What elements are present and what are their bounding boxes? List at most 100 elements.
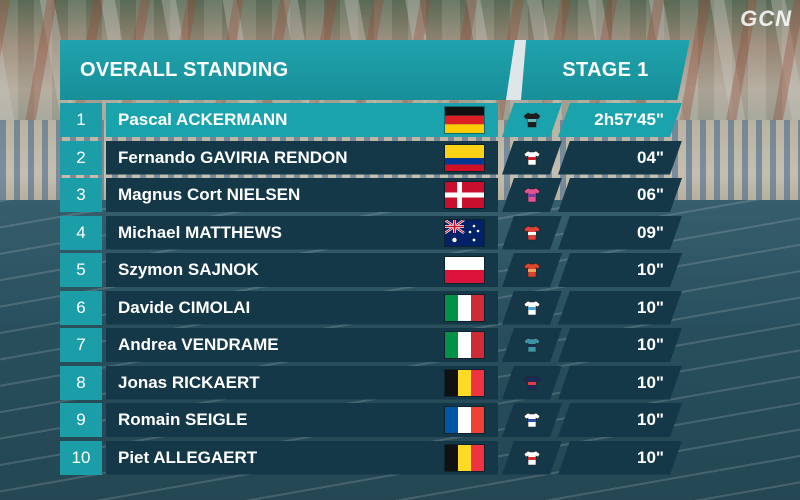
germany-flag-icon bbox=[445, 107, 484, 133]
team-jersey-cell bbox=[502, 141, 562, 175]
standings-row: 3 Magnus Cort NIELSEN EF1 06" bbox=[60, 178, 682, 212]
standings-row: 10 Piet ALLEGAERT COF 10" bbox=[60, 440, 682, 475]
jersey-icon bbox=[523, 450, 541, 466]
header-stage-bar: STAGE 1 bbox=[521, 40, 690, 100]
rider-cell: Michael MATTHEWS bbox=[106, 215, 498, 250]
rank-number: 10 bbox=[71, 447, 91, 467]
rider-cell: Andrea VENDRAME ALM bbox=[106, 328, 498, 362]
rider-name: Magnus Cort NIELSEN bbox=[118, 185, 301, 204]
time-cell: 10" bbox=[558, 366, 682, 400]
belgium-flag-icon bbox=[445, 369, 484, 396]
standings-row: 9 Romain SEIGLE GFC 10" bbox=[60, 403, 682, 437]
standings-row: 1 Pascal ACKERMANN BOH 2h57'45" bbox=[60, 103, 682, 137]
rider-name: Fernando GAVIRIA RENDON bbox=[118, 147, 348, 167]
time-cell: 10" bbox=[558, 253, 682, 287]
rank-cell: 9 bbox=[60, 403, 102, 437]
jersey-icon bbox=[523, 337, 541, 353]
rank-cell: 6 bbox=[60, 290, 102, 325]
time-gap: 10" bbox=[637, 260, 664, 279]
rider-name: Piet ALLEGAERT bbox=[118, 447, 258, 467]
standings-header: OVERALL STANDING STAGE 1 bbox=[60, 40, 690, 100]
header-title-bar: OVERALL STANDING bbox=[60, 40, 515, 100]
rank-cell: 8 bbox=[60, 365, 102, 400]
team-jersey-cell bbox=[502, 366, 562, 400]
standings-row: 6 Davide CIMOLAI ISN 10" bbox=[60, 290, 682, 325]
rank-cell: 7 bbox=[60, 328, 102, 362]
jersey-icon bbox=[523, 187, 541, 203]
jersey-icon bbox=[523, 150, 541, 166]
standings-row: 2 Fernando GAVIRIA RENDON UAD 04" bbox=[60, 140, 682, 175]
rider-cell: Fernando GAVIRIA RENDON UAD bbox=[106, 140, 498, 175]
time-cell: 06" bbox=[558, 178, 682, 212]
rider-name: Andrea VENDRAME bbox=[118, 335, 279, 354]
time-gap: 09" bbox=[637, 222, 664, 242]
rider-name: Romain SEIGLE bbox=[118, 410, 248, 429]
jersey-icon bbox=[523, 262, 541, 278]
rank-number: 6 bbox=[76, 297, 86, 317]
jersey-icon bbox=[523, 375, 541, 391]
time-cell: 2h57'45" bbox=[558, 103, 682, 137]
time-gap: 10" bbox=[637, 410, 664, 429]
jersey-icon bbox=[523, 412, 541, 428]
rider-cell: Magnus Cort NIELSEN EF1 bbox=[106, 178, 498, 212]
rider-cell: Davide CIMOLAI ISN bbox=[106, 290, 498, 325]
jersey-icon bbox=[523, 112, 541, 128]
team-jersey-cell bbox=[502, 291, 562, 325]
time-gap: 10" bbox=[637, 447, 664, 467]
team-jersey-cell bbox=[502, 253, 562, 287]
rank-cell: 3 bbox=[60, 178, 102, 212]
team-jersey-cell bbox=[502, 441, 562, 475]
france-flag-icon bbox=[445, 407, 484, 433]
standings-row: 4 Michael MATTHEWS bbox=[60, 215, 682, 250]
team-jersey-cell bbox=[502, 103, 562, 137]
italy-flag-icon bbox=[445, 332, 484, 358]
time-gap: 04" bbox=[637, 147, 664, 167]
rider-name: Michael MATTHEWS bbox=[118, 222, 283, 242]
rider-name: Jonas RICKAERT bbox=[118, 372, 260, 392]
rider-cell: Romain SEIGLE GFC bbox=[106, 403, 498, 437]
time-cell: 10" bbox=[558, 328, 682, 362]
team-jersey-cell bbox=[502, 403, 562, 437]
standings-row: 5 Szymon SAJNOK CCC 10" bbox=[60, 253, 682, 287]
team-jersey-cell bbox=[502, 178, 562, 212]
rank-cell: 10 bbox=[60, 440, 102, 475]
colombia-flag-icon bbox=[445, 144, 484, 171]
rider-cell: Szymon SAJNOK CCC bbox=[106, 253, 498, 287]
denmark-flag-icon bbox=[445, 182, 484, 208]
time-gap: 10" bbox=[637, 372, 664, 392]
stage-label: STAGE 1 bbox=[562, 58, 649, 81]
rider-cell: Piet ALLEGAERT COF bbox=[106, 440, 498, 475]
time-cell: 09" bbox=[558, 216, 682, 250]
rider-name: Szymon SAJNOK bbox=[118, 260, 259, 279]
rank-number: 3 bbox=[76, 185, 86, 204]
team-jersey-cell bbox=[502, 216, 562, 250]
rider-name: Pascal ACKERMANN bbox=[118, 110, 288, 129]
rank-number: 9 bbox=[76, 410, 86, 429]
belgium-flag-icon bbox=[445, 444, 484, 471]
rank-cell: 2 bbox=[60, 140, 102, 175]
rank-number: 1 bbox=[76, 110, 86, 129]
time-gap: 10" bbox=[637, 297, 664, 317]
rank-cell: 5 bbox=[60, 253, 102, 287]
time-cell: 10" bbox=[558, 291, 682, 325]
jersey-icon bbox=[523, 300, 541, 316]
standings-row: 7 Andrea VENDRAME ALM 10" bbox=[60, 328, 682, 362]
time-gap: 2h57'45" bbox=[594, 110, 664, 129]
rider-cell: Jonas RICKAERT AFC bbox=[106, 365, 498, 400]
rank-number: 2 bbox=[76, 147, 86, 167]
standings-title: OVERALL STANDING bbox=[80, 58, 289, 81]
poland-flag-icon bbox=[445, 257, 484, 283]
italy-flag-icon bbox=[445, 294, 484, 321]
jersey-icon bbox=[523, 225, 541, 241]
rank-number: 4 bbox=[76, 222, 86, 242]
time-gap: 06" bbox=[637, 185, 664, 204]
rank-number: 8 bbox=[76, 372, 86, 392]
rank-number: 5 bbox=[76, 260, 86, 279]
rank-cell: 1 bbox=[60, 103, 102, 137]
time-cell: 10" bbox=[558, 403, 682, 437]
rank-cell: 4 bbox=[60, 215, 102, 250]
time-cell: 10" bbox=[558, 441, 682, 475]
rank-number: 7 bbox=[76, 335, 86, 354]
team-jersey-cell bbox=[502, 328, 562, 362]
